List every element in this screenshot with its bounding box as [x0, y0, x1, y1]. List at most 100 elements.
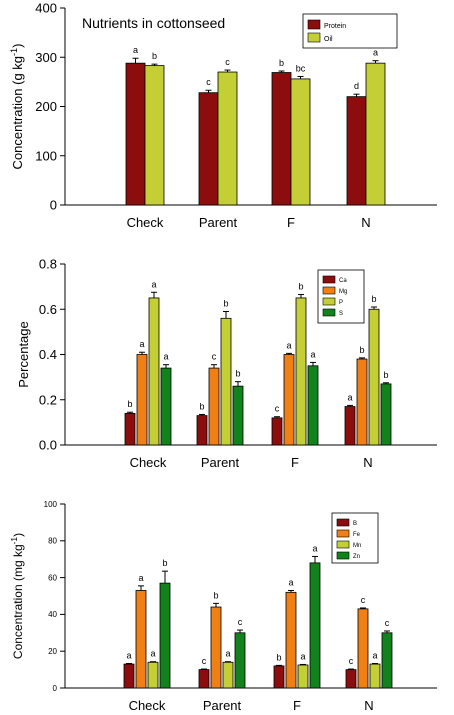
y-tick-label: 40	[48, 610, 57, 619]
bar-oil	[144, 65, 165, 206]
y-tick-label: 200	[35, 99, 57, 114]
legend-label: Protein	[324, 23, 346, 30]
bar-mg	[283, 354, 295, 446]
y-axis-label: Concentration (mg kg-1)	[9, 533, 25, 659]
significance-letter: a	[347, 392, 352, 402]
significance-letter: a	[286, 340, 291, 350]
bar-p	[220, 317, 232, 446]
y-tick-label: 0.6	[39, 302, 57, 317]
bar-ca	[124, 412, 136, 446]
significance-letter: c	[225, 57, 230, 67]
y-tick-label: 0	[53, 684, 58, 693]
macronutrient-percentage-chart: 0.0 0.2 0.4 0.6 0.8 Check Parent F N Percentage b b…	[16, 257, 437, 470]
bar-b	[273, 665, 285, 689]
significance-letter: b	[162, 558, 167, 568]
bar-fe	[210, 606, 222, 689]
significance-letter: b	[223, 299, 228, 309]
category-label: N	[363, 455, 372, 470]
significance-letter: c	[275, 404, 280, 414]
bar-oil	[365, 62, 386, 206]
bar-mg	[356, 358, 368, 446]
category-label: Check	[130, 455, 167, 470]
legend-label: Fe	[353, 532, 361, 538]
bar-fe	[285, 591, 297, 689]
micronutrient-concentration-chart: 0 20 40 60 80 100 Check Parent F N Concentration (…	[9, 500, 437, 713]
bar-b	[123, 663, 135, 689]
significance-letter: c	[385, 618, 390, 628]
legend-swatch	[322, 297, 336, 306]
legend-label: B	[353, 521, 357, 527]
legend-swatch	[336, 540, 350, 549]
bar-protein	[346, 96, 367, 206]
significance-letter: a	[126, 651, 131, 661]
bar-zn	[234, 632, 246, 689]
legend-label: Mn	[353, 543, 361, 549]
y-tick-label: 400	[35, 1, 57, 16]
significance-letter: a	[163, 352, 168, 362]
significance-letter: a	[225, 649, 230, 659]
chart-title: Nutrients in cottonseed	[82, 15, 225, 31]
y-axis-label-text: Percentage	[16, 321, 31, 388]
legend-box	[302, 13, 398, 49]
bar-zn	[159, 582, 171, 689]
legend-label: Zn	[353, 554, 360, 560]
category-label: Check	[127, 215, 164, 230]
significance-letter: a	[139, 339, 144, 349]
category-label: F	[291, 455, 299, 470]
y-tick-label: 100	[44, 500, 58, 509]
significance-letter: bc	[296, 63, 306, 73]
significance-letter: c	[238, 617, 243, 627]
bar-mn	[147, 661, 159, 689]
legend-swatch	[322, 275, 336, 284]
legend-label: Oil	[324, 36, 333, 43]
legend-swatch	[307, 32, 321, 43]
legend-swatch	[336, 518, 350, 527]
bar-p	[368, 308, 380, 446]
significance-letter: a	[150, 649, 155, 659]
y-tick-label: 0.8	[39, 257, 57, 272]
bar-mg	[208, 367, 220, 446]
bar-mn	[369, 663, 381, 689]
y-tick-label: 80	[48, 537, 57, 546]
significance-letter: a	[151, 279, 156, 289]
category-label: Parent	[203, 698, 242, 713]
significance-letter: b	[298, 282, 303, 292]
legend-swatch	[322, 286, 336, 295]
significance-letter: a	[372, 651, 377, 661]
bar-mg	[136, 354, 148, 446]
legend-label: Ca	[339, 278, 347, 284]
y-axis-label-text: Concentration (g kg	[10, 56, 25, 169]
y-tick-label: 100	[35, 148, 57, 163]
significance-letter: a	[310, 349, 315, 359]
significance-letter: a	[288, 577, 293, 587]
significance-letter: c	[361, 595, 366, 605]
bar-protein	[198, 92, 219, 206]
y-axis-label: Concentration (g kg-1)	[9, 44, 25, 170]
significance-letter: b	[127, 399, 132, 409]
category-label: Parent	[199, 215, 238, 230]
significance-letter: b	[383, 370, 388, 380]
significance-letter: b	[359, 345, 364, 355]
y-tick-label: 0	[50, 198, 57, 213]
category-label: Parent	[201, 455, 240, 470]
bar-oil	[217, 71, 238, 206]
category-label: Check	[129, 698, 166, 713]
bar-p	[295, 297, 307, 446]
category-label: F	[287, 215, 295, 230]
legend-swatch	[307, 19, 321, 30]
significance-letter: a	[312, 543, 317, 553]
legend-swatch	[322, 308, 336, 317]
y-axis-label: Percentage	[16, 321, 31, 388]
significance-letter: b	[199, 401, 204, 411]
legend-swatch	[336, 529, 350, 538]
bar-fe	[135, 590, 147, 689]
significance-letter: b	[371, 294, 376, 304]
significance-letter: a	[138, 573, 143, 583]
bar-b	[345, 669, 357, 689]
significance-letter: a	[300, 651, 305, 661]
y-tick-label: 60	[48, 573, 57, 582]
bar-zn	[309, 562, 321, 689]
category-label: N	[364, 698, 373, 713]
significance-letter: a	[133, 45, 138, 55]
